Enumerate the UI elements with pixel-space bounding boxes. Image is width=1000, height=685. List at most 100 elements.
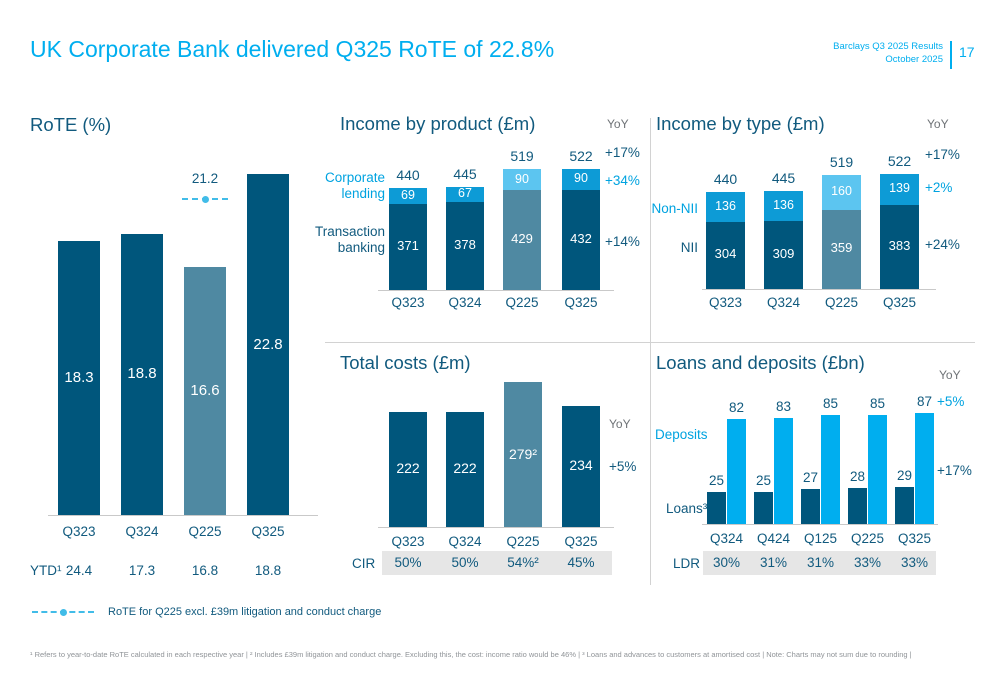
income_by_product-yoy-1: +17% xyxy=(605,145,640,160)
rote-cat-Q225: Q225 xyxy=(188,524,222,539)
total_costs-cat-Q323: Q323 xyxy=(391,534,425,549)
income_by_type-bar-Q324-bottom xyxy=(764,220,803,289)
total_costs-footer-Q325: 45% xyxy=(567,555,595,570)
rote-value-Q324: 18.8 xyxy=(127,365,157,383)
loans_and_deposits-loans-value-Q225: 28 xyxy=(849,469,866,485)
total-costs-heading: Total costs (£m) xyxy=(340,352,471,373)
loans_and_deposits-yoy-1: +5% xyxy=(937,394,965,409)
income_by_type-bar-Q323-bottom xyxy=(706,221,745,289)
loans_and_deposits-yoy-2: +17% xyxy=(937,463,972,478)
income_by_type-seg-label-Q324-top: 136 xyxy=(773,197,794,212)
rote-footer-Q323: 24.4 xyxy=(65,563,93,578)
income_by_product-bar-Q325-top xyxy=(562,168,600,190)
loans_and_deposits-deposits-bar-Q225 xyxy=(868,415,887,524)
series-label-deposits: Deposits xyxy=(655,427,708,442)
yoy-header-costs: YoY xyxy=(609,417,631,431)
loans_and_deposits-footer-Q325: 33% xyxy=(900,555,929,570)
series-label-corporate-lending: Corporate lending xyxy=(324,170,385,201)
deck-date: October 2025 xyxy=(885,54,943,65)
panel-divider-vertical xyxy=(650,118,651,585)
income_by_type-bar-Q225-top xyxy=(822,174,861,210)
loans_and_deposits-footer-Q125: 31% xyxy=(806,555,835,570)
total_costs-footer-Q324: 50% xyxy=(451,555,479,570)
cir-row-label: CIR xyxy=(352,556,376,571)
legend-label: RoTE for Q225 excl. £39m litigation and … xyxy=(108,606,382,618)
total_costs-footer-Q225: 54%² xyxy=(507,555,539,570)
total_costs-cat-Q225: Q225 xyxy=(506,534,540,549)
deck-meta: Barclays Q3 2025 Results October 2025 xyxy=(833,40,943,66)
loans_and_deposits-loans-bar-Q424 xyxy=(754,492,773,524)
loans_and_deposits-loans-value-Q424: 25 xyxy=(755,473,772,488)
total_costs-value-Q325: 234 xyxy=(569,457,593,474)
page-title: UK Corporate Bank delivered Q325 RoTE of… xyxy=(30,36,555,62)
income_by_type-cat-Q323: Q323 xyxy=(708,295,743,310)
income_by_product-cat-Q323: Q323 xyxy=(391,295,425,310)
loans_and_deposits-loans-value-Q125: 27 xyxy=(802,470,819,486)
income_by_product-bar-Q225-bottom xyxy=(503,190,541,290)
income_by_type-seg-label-Q225-top: 160 xyxy=(831,184,852,199)
series-label-nii: NII xyxy=(680,240,698,255)
income_by_type-cat-Q324: Q324 xyxy=(766,295,801,310)
total_costs-yoy-1: +5% xyxy=(609,459,637,474)
income_by_type-bar-Q325-top xyxy=(880,173,919,205)
income-product-heading: Income by product (£m) xyxy=(340,113,536,134)
income_by_product-cat-Q225: Q225 xyxy=(505,295,539,310)
income_by_type-seg-label-Q325-top: 139 xyxy=(889,181,910,196)
rote-legend: RoTE for Q225 excl. £39m litigation and … xyxy=(32,604,381,620)
loans_and_deposits-cat-Q325: Q325 xyxy=(897,531,932,546)
footnote: ¹ Refers to year-to-date RoTE calculated… xyxy=(30,650,912,659)
income_by_product-seg-label-Q323-bottom: 371 xyxy=(397,237,419,253)
rote-value-Q225: 16.6 xyxy=(190,381,220,399)
income_by_type-total-Q324: 445 xyxy=(771,169,796,186)
rote-bar-Q325 xyxy=(247,174,289,515)
series-label-loans: Loans³ xyxy=(666,501,708,516)
yoy-header-type: YoY xyxy=(927,117,949,131)
income_by_product-cat-Q325: Q325 xyxy=(564,295,598,310)
rote-bar-Q323 xyxy=(58,241,100,515)
loans_and_deposits-loans-bar-Q325 xyxy=(895,486,914,524)
rote-axis xyxy=(48,515,318,516)
income_by_type-axis xyxy=(702,289,936,290)
rote-marker-dot-icon xyxy=(201,195,209,203)
ytd-row-label: YTD¹ xyxy=(30,563,62,578)
panel-divider-horizontal xyxy=(325,342,975,343)
income_by_type-total-Q323: 440 xyxy=(713,170,738,187)
total_costs-cat-Q324: Q324 xyxy=(448,534,482,549)
total_costs-bar-Q323 xyxy=(389,411,427,527)
loans_and_deposits-loans-bar-Q225 xyxy=(848,488,867,524)
loans_and_deposits-deposits-value-Q325: 87 xyxy=(916,393,933,409)
total_costs-value-Q323: 222 xyxy=(396,460,420,477)
loans_and_deposits-deposits-bar-Q324 xyxy=(727,419,746,524)
loans_and_deposits-cat-Q324: Q324 xyxy=(709,531,744,546)
income_by_product-yoy-3: +14% xyxy=(605,234,640,249)
loans_and_deposits-footer-Q324: 30% xyxy=(712,555,741,570)
rote-footer-Q225: 16.8 xyxy=(191,563,219,578)
total_costs-axis xyxy=(378,527,614,528)
income_by_type-yoy-1: +17% xyxy=(925,147,960,162)
loans_and_deposits-deposits-value-Q324: 82 xyxy=(728,400,745,416)
income_by_product-bar-Q225-top xyxy=(503,169,541,191)
income_by_product-total-Q225: 519 xyxy=(510,148,534,165)
income_by_type-total-Q225: 519 xyxy=(829,153,854,170)
rote-footer-Q324: 17.3 xyxy=(128,563,156,578)
loans_and_deposits-cat-Q225: Q225 xyxy=(850,531,885,546)
loans_and_deposits-deposits-value-Q424: 83 xyxy=(775,398,792,414)
dashed-marker-icon xyxy=(32,608,94,616)
loans_and_deposits-footer-Q424: 31% xyxy=(759,555,788,570)
page-number: 17 xyxy=(959,44,975,60)
total_costs-bar-Q324 xyxy=(446,411,484,527)
income_by_type-yoy-2: +2% xyxy=(925,180,953,195)
loans-deposits-heading: Loans and deposits (£bn) xyxy=(656,352,865,373)
income_by_product-total-Q323: 440 xyxy=(396,166,420,183)
series-label-non-nii: Non-NII xyxy=(651,201,698,216)
loans_and_deposits-loans-bar-Q125 xyxy=(801,489,820,524)
cir-band xyxy=(382,551,612,575)
total_costs-bar-Q325 xyxy=(562,405,600,527)
income_by_type-bar-Q324-top xyxy=(764,190,803,221)
income_by_product-total-Q325: 522 xyxy=(569,147,593,164)
rote-marker-label: 21.2 xyxy=(191,171,219,187)
income-type-heading: Income by type (£m) xyxy=(656,113,825,134)
loans_and_deposits-loans-bar-Q324 xyxy=(707,492,726,524)
